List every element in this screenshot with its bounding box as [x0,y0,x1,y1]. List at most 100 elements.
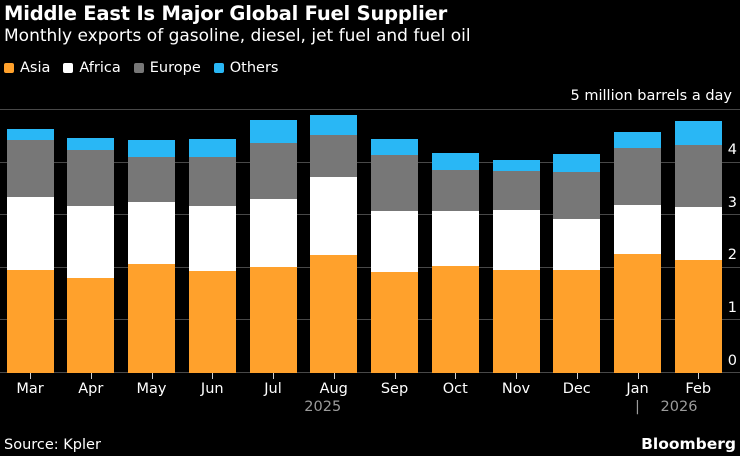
x-axis-label-feb: Feb [685,381,712,397]
bar-segment-jan-africa [614,204,661,254]
bar-segment-nov-europe [492,171,540,211]
x-axis-label-mar: Mar [16,381,44,397]
x-axis-label-oct: Oct [442,381,468,397]
bar-segment-apr-africa [67,205,115,279]
bar-segment-jul-others [249,119,297,144]
bar-segment-mar-others [6,129,54,141]
x-axis-label-jul: Jul [264,381,282,397]
bar-segment-sep-africa [371,210,418,272]
bar-segment-aug-others [310,114,358,135]
x-tick-may [151,373,153,379]
gridline-1 [0,319,740,321]
bar-segment-jun-others [188,138,236,158]
axis-unit-note: 5 million barrels a day [570,88,732,104]
bar-segment-may-others [128,139,175,157]
footer-source: Source: Kpler [4,437,101,453]
bar-segment-apr-asia [67,278,115,373]
year-label-2026: 2026 [660,399,698,415]
x-tick-jan [637,373,639,379]
bar-segment-may-asia [128,263,175,373]
legend-label: Asia [20,60,51,76]
bar-segment-may-africa [128,201,175,264]
gridline-5 [0,109,740,111]
legend-swatch-africa [63,63,74,73]
bar-segment-may-europe [128,156,175,202]
y-axis-label-4: 4 [727,142,737,159]
legend-label: Africa [79,60,121,76]
legend: Asia Africa Europe Others [4,60,278,76]
year-label-2025: 2025 [304,399,342,415]
x-axis-label-may: May [136,381,167,397]
year-divider: | [635,399,640,415]
y-axis-label-2: 2 [727,247,737,264]
legend-label: Others [229,60,279,76]
bar-segment-dec-asia [553,270,601,373]
x-tick-jul [273,373,274,379]
x-tick-dec [576,373,578,379]
gridline-4 [0,161,740,163]
bar-segment-feb-africa [674,207,722,261]
bar-segment-aug-africa [310,177,358,255]
bar-segment-nov-others [492,159,540,172]
bar-segment-sep-others [371,139,418,156]
legend-item-europe: Europe [133,60,201,76]
x-axis-label-aug: Aug [319,381,348,397]
bar-segment-jan-asia [614,253,661,373]
bar-segment-oct-africa [431,210,479,266]
page-title: Middle East Is Major Global Fuel Supplie… [4,2,448,25]
legend-item-africa: Africa [63,60,121,76]
bar-segment-nov-asia [492,270,540,373]
legend-swatch-asia [4,63,14,73]
gridline-2 [0,266,740,268]
bar-segment-jan-europe [614,147,661,205]
bar-segment-dec-africa [553,219,601,271]
bar-segment-aug-asia [310,254,358,373]
x-axis-label-sep: Sep [380,381,409,397]
bar-segment-feb-others [674,121,722,145]
bar-segment-feb-asia [674,260,722,373]
bar-segment-jul-europe [249,143,297,199]
bar-segment-jul-africa [249,198,297,267]
bar-segment-jun-africa [188,206,236,272]
page-subtitle: Monthly exports of gasoline, diesel, jet… [4,26,471,46]
bar-segment-jun-asia [188,271,236,373]
legend-swatch-europe [133,63,144,73]
x-axis-label-apr: Apr [78,381,104,397]
x-tick-sep [394,373,396,379]
bar-segment-sep-asia [371,271,418,373]
bar-segment-apr-europe [67,150,115,206]
bar-segment-mar-africa [6,196,54,271]
brand-logo: Bloomberg [641,435,736,453]
x-axis-label-jan: Jan [626,381,649,397]
bar-segment-oct-asia [431,265,479,373]
bar-segment-mar-europe [6,140,54,197]
x-tick-jun [212,373,214,379]
bar-segment-feb-europe [674,144,722,208]
legend-item-asia: Asia [4,60,50,76]
bar-segment-jan-others [614,132,661,148]
bar-segment-aug-europe [310,134,358,177]
gridline-3 [0,214,740,216]
bar-segment-dec-others [553,154,601,173]
bar-segment-oct-others [431,153,479,171]
x-tick-oct [455,373,457,379]
y-axis-label-3: 3 [727,194,737,211]
x-tick-nov [516,373,517,379]
x-tick-mar [30,373,31,379]
y-axis-label-0: 0 [727,352,737,369]
bar-segment-nov-africa [492,210,540,271]
bar-segment-oct-europe [431,170,479,211]
bar-segment-jul-asia [249,266,297,373]
x-axis-label-jun: Jun [200,381,224,397]
y-axis-label-1: 1 [727,299,737,316]
x-axis-label-nov: Nov [501,381,531,397]
bar-segment-dec-europe [553,172,601,220]
legend-label: Europe [149,60,201,76]
x-tick-aug [333,373,335,379]
bar-segment-sep-europe [371,155,418,211]
bar-segment-mar-asia [6,270,54,373]
gridline-0 [0,372,740,373]
x-tick-apr [90,373,92,379]
bar-segment-apr-others [67,137,115,151]
